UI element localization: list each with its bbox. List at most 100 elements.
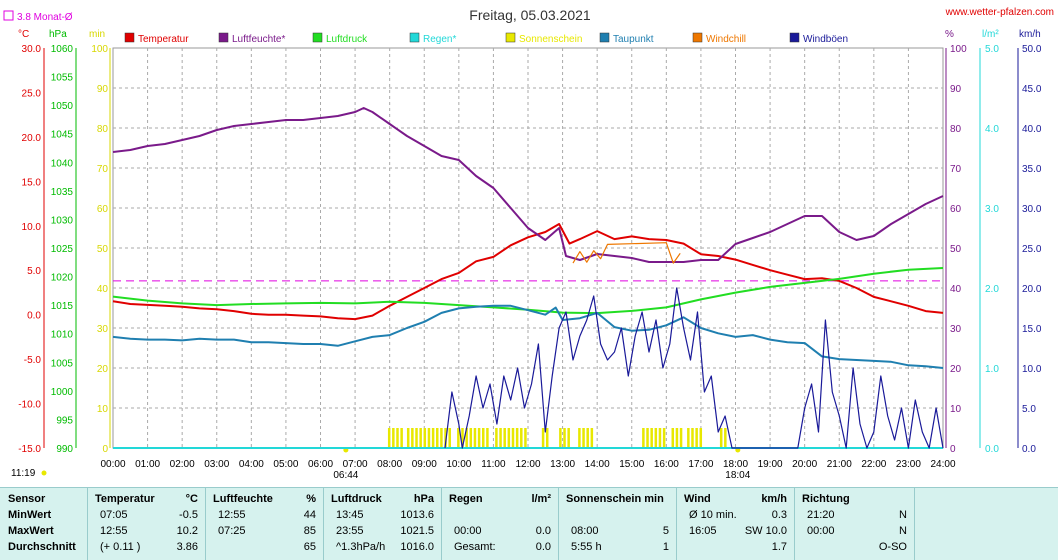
sunshine-bar <box>431 428 435 448</box>
legend-label: Luftfeuchte* <box>232 34 285 45</box>
x-tick-label: 02:00 <box>170 459 195 470</box>
sunshine-bar <box>499 428 502 448</box>
statistics-table: Sensor MinWert MaxWert Durchschnitt Temp… <box>0 487 1058 560</box>
sunshine-bar <box>646 428 649 448</box>
sunshine-bar <box>662 428 666 448</box>
wind-tick-label: 5.0 <box>1022 404 1036 415</box>
humidity-tick-label: 30 <box>950 324 962 335</box>
x-tick-label: 23:00 <box>896 459 921 470</box>
sunshine-bar <box>448 428 451 448</box>
sunshine-bar <box>578 428 581 448</box>
cell-value: 1013.6 <box>400 509 434 521</box>
pressure-tick-label: 1005 <box>51 358 74 369</box>
humidity-tick-label: 60 <box>950 204 962 215</box>
pressure-tick-label: 1020 <box>51 273 74 284</box>
sun_min-tick-label: 20 <box>97 364 109 375</box>
current-time-label: 11:19 <box>11 468 36 479</box>
sunshine-bar <box>567 428 570 448</box>
temp-tick-label: 0.0 <box>27 311 41 322</box>
sunshine-bar <box>658 428 662 448</box>
weather-chart: °C hPa min% l/m² km/h 30.0 25.0 20.0 15.0 10.0 5.0… <box>3 7 1054 481</box>
legend-swatch <box>218 32 229 43</box>
wind-tick-label: 45.0 <box>1022 84 1042 95</box>
rain-tick-label: 2.0 <box>985 284 999 295</box>
cell-value: 1021.5 <box>400 525 434 537</box>
sunshine-bar <box>469 428 473 448</box>
col-unit: hPa <box>413 493 434 505</box>
humidity-tick-label: 100 <box>950 44 967 55</box>
sun_min-tick-label: 10 <box>97 404 109 415</box>
col-sensor: Sensor MinWert MaxWert Durchschnitt <box>0 488 87 560</box>
sunshine-bar <box>423 428 427 448</box>
chart-series <box>112 107 944 449</box>
x-tick-label: 21:00 <box>827 459 852 470</box>
sun_min-tick-label: 60 <box>97 204 109 215</box>
x-tick-label: 19:00 <box>758 459 783 470</box>
legend-swatch <box>505 32 516 43</box>
sunshine-bar <box>444 428 447 448</box>
site-link[interactable]: www.wetter-pfalzen.com <box>945 7 1054 18</box>
pressure-tick-label: 1000 <box>51 387 74 398</box>
sunshine-bar <box>427 428 431 448</box>
cell-time: 08:00 <box>571 525 599 537</box>
col-luftfeuchte: Luftfeuchte% 12:55 44 07:25 85 65 <box>205 488 324 560</box>
cell-value: O-SO <box>878 541 907 553</box>
sunshine-bar <box>473 428 477 448</box>
rain-tick-label: 1.0 <box>985 364 999 375</box>
sunshine-bar <box>687 428 690 448</box>
col-header: Sonnenschein min <box>566 493 664 505</box>
wind-tick-label: 35.0 <box>1022 164 1042 175</box>
sunshine-bar <box>724 428 727 448</box>
temp-tick-label: 10.0 <box>22 222 42 233</box>
pressure-tick-label: 1030 <box>51 215 74 226</box>
x-tick-label: 18:00 <box>723 459 748 470</box>
cell-time: 07:25 <box>218 525 246 537</box>
sunshine-bar <box>477 428 481 448</box>
sunshine-bar <box>411 428 414 448</box>
x-tick-label: 11:00 <box>481 459 506 470</box>
cell-time: 21:20 <box>807 509 835 521</box>
monthly-avg-icon <box>3 10 14 21</box>
wind-tick-label: 20.0 <box>1022 284 1042 295</box>
sun_min-tick-label: 30 <box>97 324 109 335</box>
temp-tick-label: 15.0 <box>22 177 42 188</box>
sunshine-bar <box>590 428 594 448</box>
sunshine-bar <box>559 428 562 448</box>
sunshine-bar <box>436 428 439 448</box>
sunshine-bar <box>396 428 399 448</box>
sunrise-label: 06:44 <box>333 470 358 481</box>
legend-swatch <box>599 32 610 43</box>
sunshine-bar <box>507 428 511 448</box>
x-tick-label: 10:00 <box>446 459 471 470</box>
cell-time: 5:55 h <box>571 541 602 553</box>
cell-value: 5 <box>662 525 669 537</box>
cell-value: N <box>899 525 907 537</box>
sunshine-bar <box>586 428 589 448</box>
col-header: Luftdruck <box>331 493 382 505</box>
col-header: Wind <box>684 493 711 505</box>
col-temperatur: Temperatur °C 07:05 -0.5 12:55 10.2 (+ 0.11 ) 3… <box>87 488 206 560</box>
humidity-tick-label: 10 <box>950 404 962 415</box>
series-line-windböen <box>444 287 944 449</box>
sunset-label: 18:04 <box>725 470 750 481</box>
x-tick-label: 00:00 <box>100 459 125 470</box>
x-tick-label: 01:00 <box>135 459 160 470</box>
col-wind: Wind km/h Ø 10 min. 0.3 16:05 SW 10.0 1.7 <box>676 488 795 560</box>
temp-tick-label: 20.0 <box>22 133 42 144</box>
cell-value: 65 <box>303 541 316 553</box>
pressure-tick-label: 995 <box>56 415 73 426</box>
sun_min-tick-label: 70 <box>97 164 109 175</box>
cell-time: 07:05 <box>100 509 128 521</box>
cell-value: 0.3 <box>771 509 787 521</box>
sun-axis-unit: min <box>89 29 105 40</box>
humidity-axis-unit: % <box>945 29 954 40</box>
legend-label: Sonnenschein <box>519 34 582 45</box>
x-tick-label: 04:00 <box>239 459 264 470</box>
x-tick-label: 07:00 <box>343 459 368 470</box>
humidity-tick-label: 0 <box>950 444 956 455</box>
col-header: Luftfeuchte <box>213 493 273 505</box>
rain-tick-label: 5.0 <box>985 44 999 55</box>
x-tick-label: 12:00 <box>515 459 540 470</box>
cell-value: 1 <box>662 541 669 553</box>
humidity-tick-label: 80 <box>950 124 962 135</box>
